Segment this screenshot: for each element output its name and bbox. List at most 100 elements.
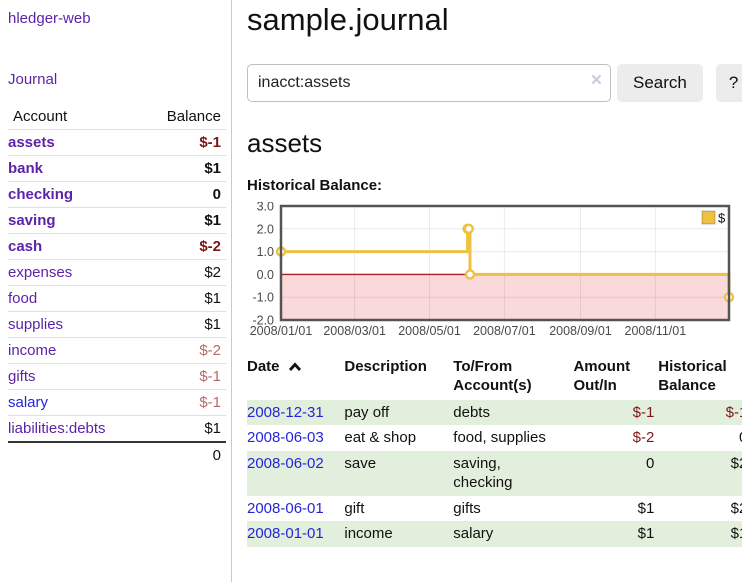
transaction-accounts: debts bbox=[453, 403, 490, 421]
transaction-balance: 0 bbox=[658, 425, 742, 451]
register-header-row: Date Description To/From Account(s) Amou… bbox=[247, 356, 742, 400]
account-link-food[interactable]: food bbox=[8, 290, 38, 307]
svg-text:3.0: 3.0 bbox=[257, 202, 274, 214]
register-header-balance: Historical Balance bbox=[658, 358, 727, 394]
transaction-accounts: salary bbox=[453, 525, 494, 542]
accounts-total-row: 0 bbox=[8, 442, 226, 468]
register-header-amount: Amount Out/In bbox=[573, 358, 631, 394]
accounts-table: Account Balance assets $-1 bank $1 check… bbox=[8, 104, 226, 468]
transaction-amount: 0 bbox=[645, 454, 655, 472]
account-link-supplies[interactable]: supplies bbox=[8, 316, 64, 333]
transaction-date-link[interactable]: 2008-12-31 bbox=[247, 403, 324, 421]
account-balance: 0 bbox=[212, 186, 221, 203]
account-balance: $-1 bbox=[199, 368, 221, 385]
search-button[interactable]: Search bbox=[617, 64, 703, 102]
sidebar-item-journal[interactable]: Journal bbox=[8, 71, 58, 88]
accounts-header-account: Account bbox=[13, 108, 68, 125]
transaction-amount: $-2 bbox=[632, 429, 655, 446]
account-link-income[interactable]: income bbox=[8, 342, 57, 359]
search-input[interactable] bbox=[247, 64, 611, 102]
account-row: bank $1 bbox=[8, 156, 226, 182]
transaction-date-link[interactable]: 2008-01-01 bbox=[247, 525, 324, 542]
account-row: income $-2 bbox=[8, 338, 226, 364]
accounts-table-header: Account Balance bbox=[8, 104, 226, 130]
account-balance: $1 bbox=[204, 160, 221, 177]
main-content: sample.journal × Search ? assets Histori… bbox=[232, 0, 742, 582]
register-row: 2008-06-01 gift gifts $1 $2 bbox=[247, 496, 742, 522]
transaction-description: gift bbox=[344, 499, 365, 517]
clear-search-icon[interactable]: × bbox=[590, 70, 602, 91]
account-balance: $-2 bbox=[199, 238, 221, 255]
svg-text:0.0: 0.0 bbox=[257, 268, 274, 282]
sidebar: hledger-web Journal Account Balance asse… bbox=[0, 0, 232, 582]
transaction-description: income bbox=[344, 525, 393, 542]
account-link-liabilities-debts[interactable]: liabilities:debts bbox=[8, 420, 106, 437]
account-row: cash $-2 bbox=[8, 234, 226, 260]
account-row: assets $-1 bbox=[8, 130, 226, 156]
help-button[interactable]: ? bbox=[715, 64, 742, 102]
transaction-date-link[interactable]: 2008-06-01 bbox=[247, 499, 324, 517]
transaction-balance: $1 bbox=[730, 525, 742, 542]
svg-text:2008/07/01: 2008/07/01 bbox=[473, 324, 536, 338]
svg-text:2008/01/01: 2008/01/01 bbox=[250, 324, 313, 338]
transaction-amount: $-1 bbox=[632, 403, 655, 421]
transaction-description: eat & shop bbox=[344, 429, 417, 446]
svg-text:2008/11/01: 2008/11/01 bbox=[625, 324, 687, 338]
svg-text:-1.0: -1.0 bbox=[252, 291, 274, 305]
transaction-amount: $1 bbox=[637, 525, 655, 542]
svg-text:$: $ bbox=[718, 211, 726, 226]
chart-title: Historical Balance: bbox=[247, 177, 383, 194]
register-row: 2008-06-02 save saving, checking 0 $2 bbox=[247, 450, 742, 496]
account-link-cash[interactable]: cash bbox=[8, 238, 43, 255]
transaction-balance: $-1 bbox=[725, 403, 742, 421]
accounts-total-balance: 0 bbox=[212, 447, 221, 464]
account-row: salary $-1 bbox=[8, 390, 226, 416]
page-title: sample.journal bbox=[247, 2, 449, 37]
register-row: 2008-06-03 eat & shop food, supplies $-2… bbox=[247, 425, 742, 451]
sort-ascending-icon bbox=[288, 362, 301, 371]
account-row: supplies $1 bbox=[8, 312, 226, 338]
register-header-accounts: To/From Account(s) bbox=[453, 358, 532, 394]
svg-text:-2.0: -2.0 bbox=[252, 314, 274, 328]
transaction-date-link[interactable]: 2008-06-02 bbox=[247, 454, 324, 472]
account-balance: $-1 bbox=[199, 394, 221, 411]
account-link-saving[interactable]: saving bbox=[8, 212, 56, 229]
transaction-accounts: food, supplies bbox=[453, 429, 546, 446]
transaction-amount: $1 bbox=[637, 499, 655, 517]
account-link-salary[interactable]: salary bbox=[8, 394, 49, 411]
account-row: saving $1 bbox=[8, 208, 226, 234]
account-balance: $1 bbox=[204, 212, 221, 229]
account-row: liabilities:debts $1 bbox=[8, 416, 226, 442]
account-link-assets[interactable]: assets bbox=[8, 134, 55, 151]
account-balance: $-2 bbox=[199, 342, 221, 359]
register-row: 2008-01-01 income salary $1 $1 bbox=[247, 521, 742, 547]
accounts-header-balance: Balance bbox=[166, 108, 221, 125]
svg-text:1.0: 1.0 bbox=[257, 245, 274, 259]
account-link-expenses[interactable]: expenses bbox=[8, 264, 73, 281]
svg-text:2008/03/01: 2008/03/01 bbox=[323, 324, 386, 338]
account-balance: $1 bbox=[204, 420, 221, 437]
account-row: gifts $-1 bbox=[8, 364, 226, 390]
transaction-accounts: saving, checking bbox=[453, 454, 513, 492]
transaction-balance: $2 bbox=[730, 454, 742, 472]
register-row: 2008-12-31 pay off debts $-1 $-1 bbox=[247, 399, 742, 425]
account-row: food $1 bbox=[8, 286, 226, 312]
transaction-description: pay off bbox=[344, 403, 390, 421]
register-header-description: Description bbox=[344, 358, 427, 375]
account-heading: assets bbox=[247, 128, 323, 158]
search-form: × Search ? bbox=[247, 64, 742, 102]
transaction-accounts: gifts bbox=[453, 499, 481, 517]
account-link-bank[interactable]: bank bbox=[8, 160, 44, 177]
account-balance: $1 bbox=[204, 316, 221, 333]
svg-text:2.0: 2.0 bbox=[257, 222, 274, 236]
svg-text:2008/09/01: 2008/09/01 bbox=[549, 324, 612, 338]
svg-text:2008/05/01: 2008/05/01 bbox=[398, 324, 461, 338]
register-header-date: Date bbox=[247, 356, 344, 400]
account-link-gifts[interactable]: gifts bbox=[8, 368, 36, 385]
app-title-link[interactable]: hledger-web bbox=[8, 10, 91, 27]
transaction-description: save bbox=[344, 454, 377, 472]
transaction-date-link[interactable]: 2008-06-03 bbox=[247, 429, 324, 446]
account-balance: $-1 bbox=[199, 134, 221, 151]
account-link-checking[interactable]: checking bbox=[8, 186, 74, 203]
